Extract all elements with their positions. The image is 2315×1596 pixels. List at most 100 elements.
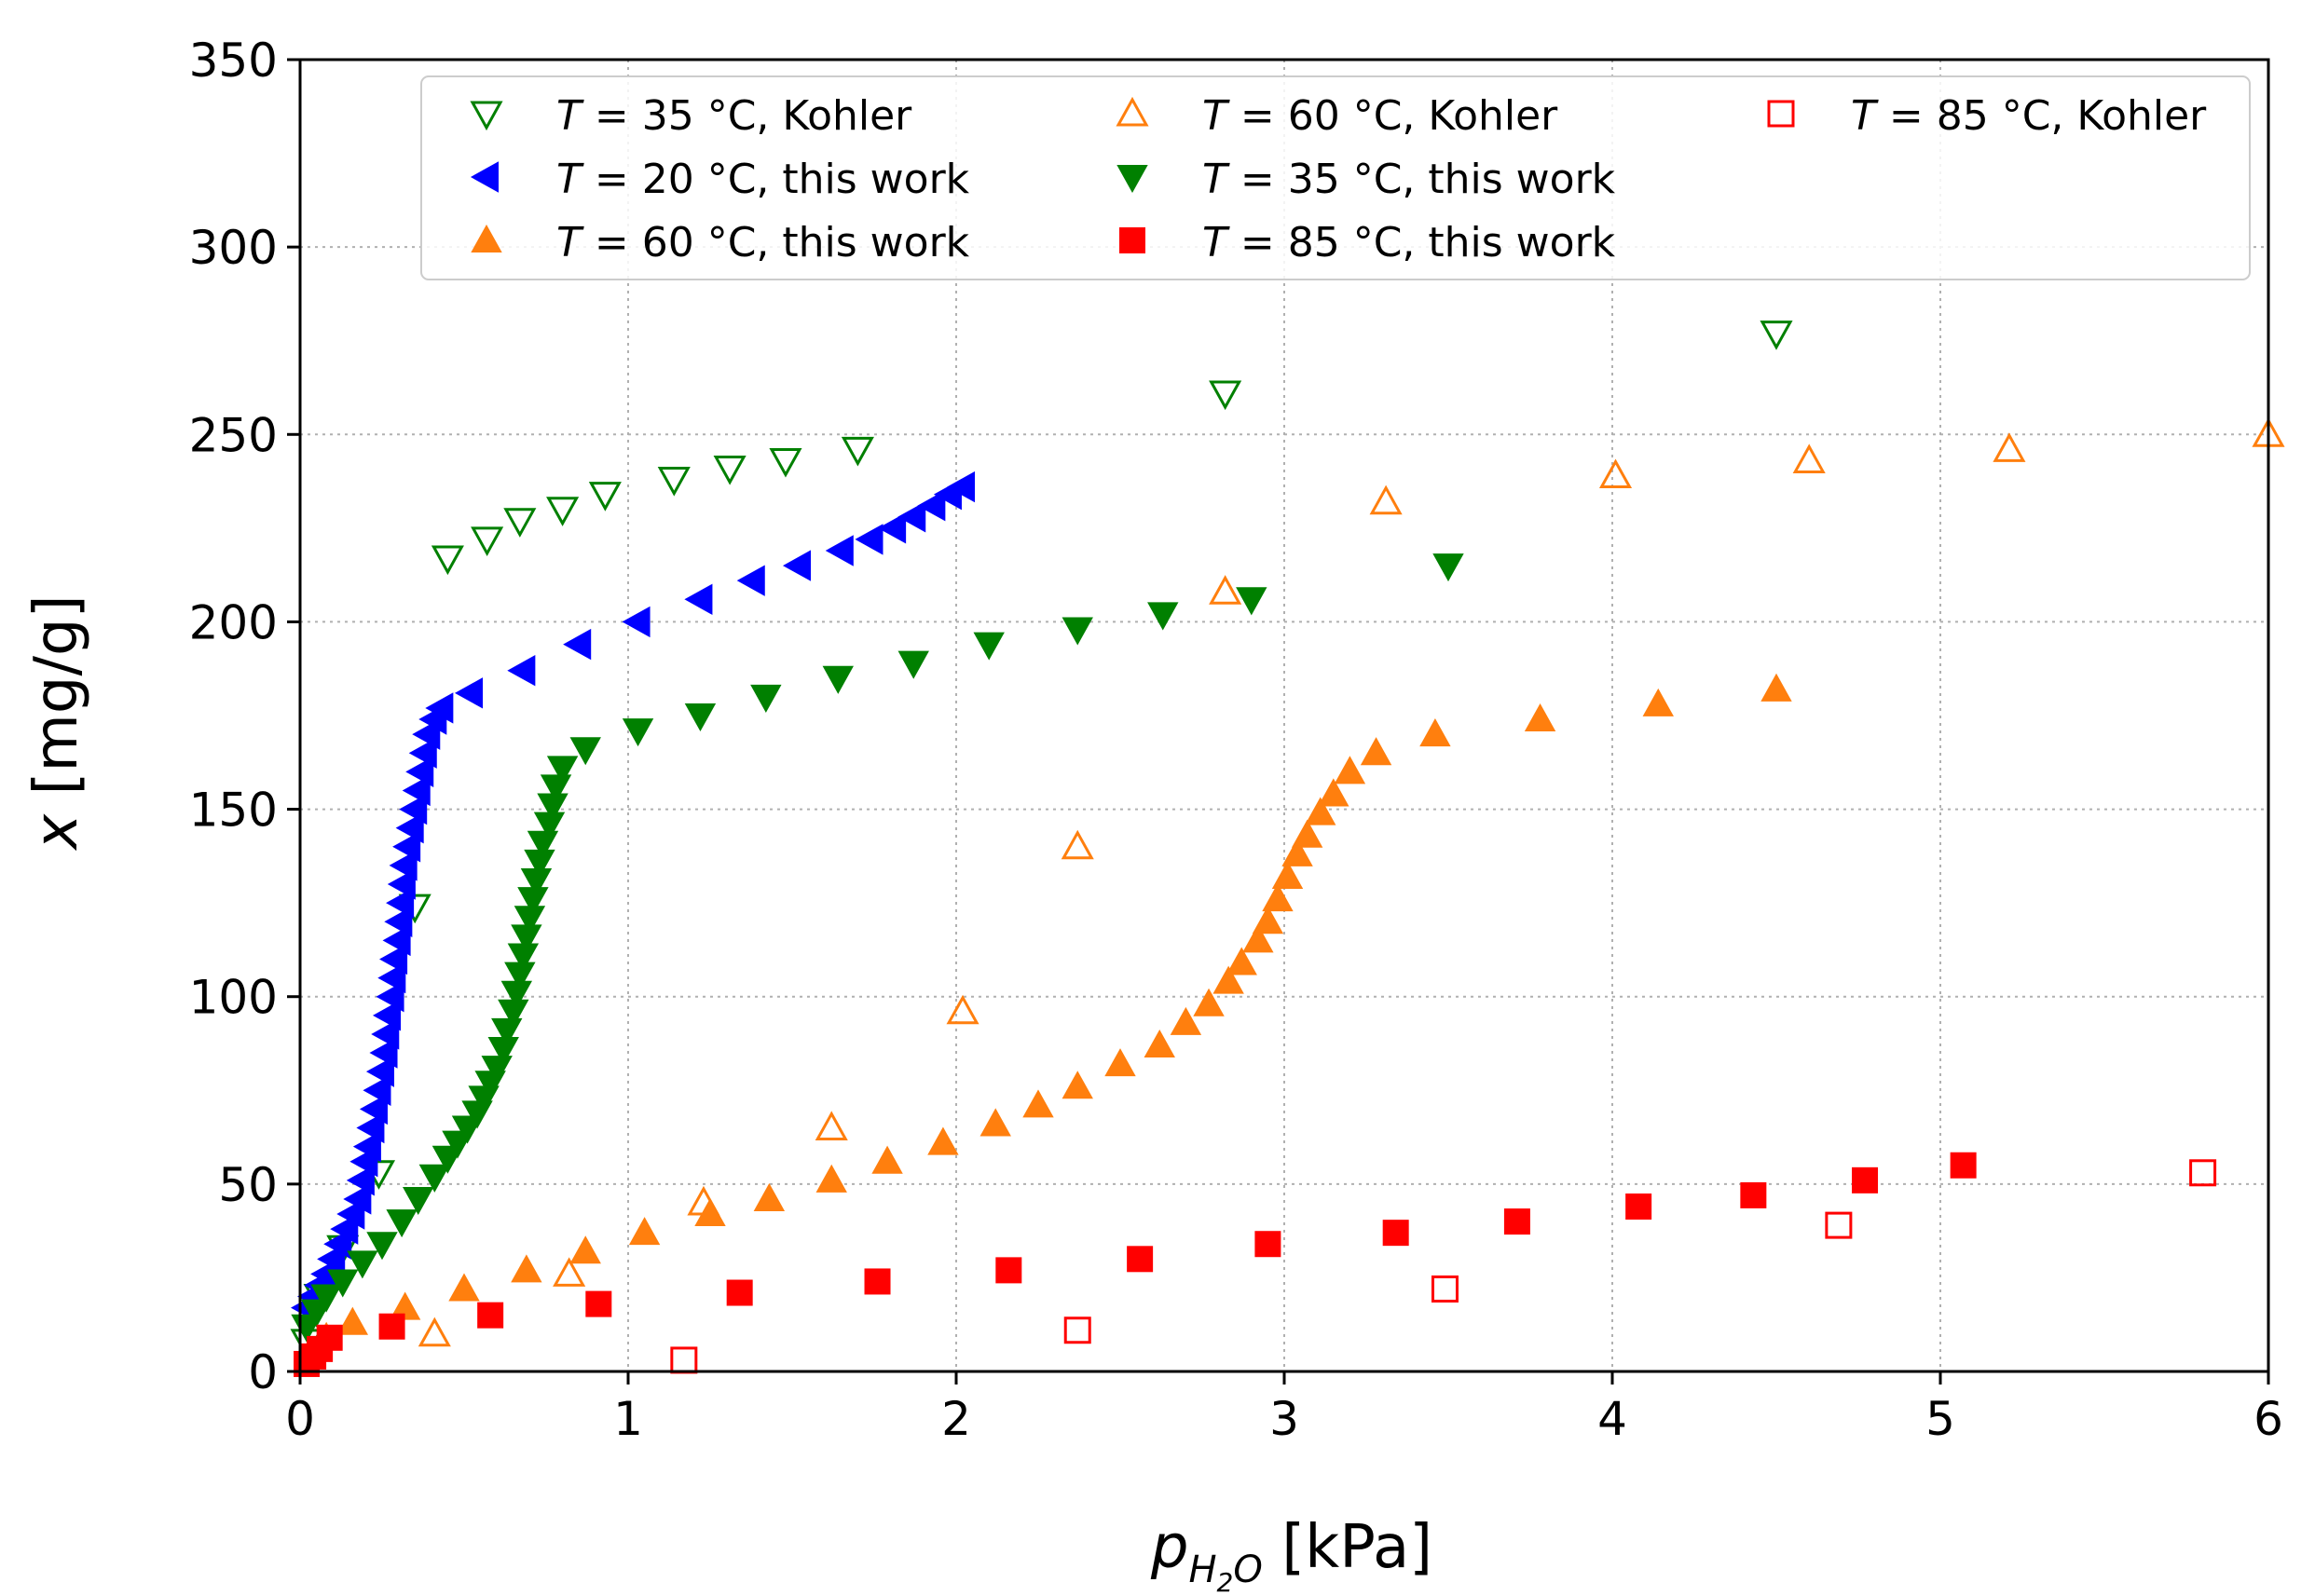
data-point [382,924,411,957]
data-point [973,632,1005,661]
data-point [782,550,812,581]
x-axis-label-sub3: O [1233,1548,1262,1591]
y-tick-label: 50 [218,1158,278,1212]
legend-label-rest: = 35 °C, this work [1227,156,1616,203]
data-point [622,606,651,638]
y-tick-label: 100 [189,971,278,1025]
data-point [369,1037,398,1069]
data-point [399,793,428,825]
data-point [1236,587,1267,616]
data-point [1209,380,1242,411]
data-point [1524,703,1556,732]
x-tick-label: 5 [1925,1392,1955,1446]
legend-label: T = 35 °C, this work [1202,156,1616,203]
data-point [585,1290,612,1317]
data-point [1950,1152,1977,1179]
legend-label-var: T [556,156,584,203]
data-point [1281,838,1313,866]
series-2 [670,1159,2217,1374]
data-point [1642,688,1674,716]
data-point [1431,1275,1459,1303]
data-point [346,1165,375,1196]
data-point [507,655,536,687]
data-point [588,482,622,512]
data-point [670,1346,698,1374]
data-point [1242,924,1274,953]
data-point [1127,1246,1154,1273]
data-point [1209,575,1242,605]
legend-item: T = 60 °C, Kohler [1116,92,1558,140]
data-point [753,1182,786,1211]
series-6 [294,1152,1977,1377]
data-point [1252,906,1284,934]
data-point [927,1126,959,1155]
data-point [825,535,854,566]
data-point [403,1186,434,1216]
data-point [563,628,592,661]
data-point [1625,1193,1652,1220]
data-point [546,497,580,526]
legend-marker [470,161,499,193]
y-tick-label: 0 [248,1345,278,1399]
axis-ticks: 0 1 2 3 4 5 6 0 50 100 150 200 250 300 350 [189,34,2283,1446]
legend-label-rest: = 20 °C, this work [582,156,970,203]
data-point [684,703,717,732]
data-point [1993,432,2026,462]
data-point [386,887,415,919]
data-point [378,1313,405,1340]
legend-label: T = 85 °C, Kohler [1851,92,2207,140]
data-point [569,1235,601,1264]
data-point [471,526,504,557]
data-point [946,994,979,1025]
data-point [392,831,421,863]
data-point [384,906,413,937]
data-point [343,1183,372,1215]
y-axis-label: x [mg/g] [22,594,91,851]
data-point [365,1056,394,1087]
data-point [1318,778,1349,807]
data-point [684,583,713,615]
data-point [1063,1316,1091,1344]
data-point [815,1111,848,1141]
legend-label-rest: = 85 °C, Kohler [1876,92,2207,140]
x-tick-label: 3 [1269,1392,1299,1446]
data-point [503,508,537,538]
legend-marker [470,101,503,131]
x-tick-label: 1 [613,1392,643,1446]
data-point [1334,756,1366,784]
data-point [1144,1029,1175,1058]
data-point [371,1018,400,1050]
x-axis-label: pH2O [kPa] [1150,1513,1432,1596]
data-point [310,1284,342,1313]
data-point [2189,1159,2217,1187]
data-point [323,1228,352,1260]
legend-item: T = 35 °C, this work [1116,156,1616,203]
legend-label-var: T [1851,92,1879,140]
legend-item: T = 60 °C, this work [471,219,970,266]
series-5 [294,673,1792,1365]
data-point [1432,553,1464,582]
data-point [511,1254,542,1283]
legend-label-rest: = 60 °C, this work [582,219,970,266]
data-point [359,1093,388,1125]
data-point [408,737,437,769]
y-tick-label: 300 [189,221,278,275]
legend-label: T = 20 °C, this work [556,156,970,203]
data-point [389,850,418,881]
data-point [1760,321,1793,350]
legend-item: T = 85 °C, this work [1119,219,1616,266]
data-point [1193,988,1225,1016]
data-point [356,1112,385,1144]
y-tick-label: 250 [189,408,278,462]
data-point [377,962,406,994]
data-point [389,1291,421,1320]
data-point [841,436,874,467]
legend-marker [1767,100,1795,128]
data-point [1147,602,1179,631]
data-point [1062,617,1093,646]
legend-marker [1116,165,1148,194]
data-point [1062,1071,1093,1099]
data-point [822,665,854,694]
legend-marker [1119,227,1145,253]
